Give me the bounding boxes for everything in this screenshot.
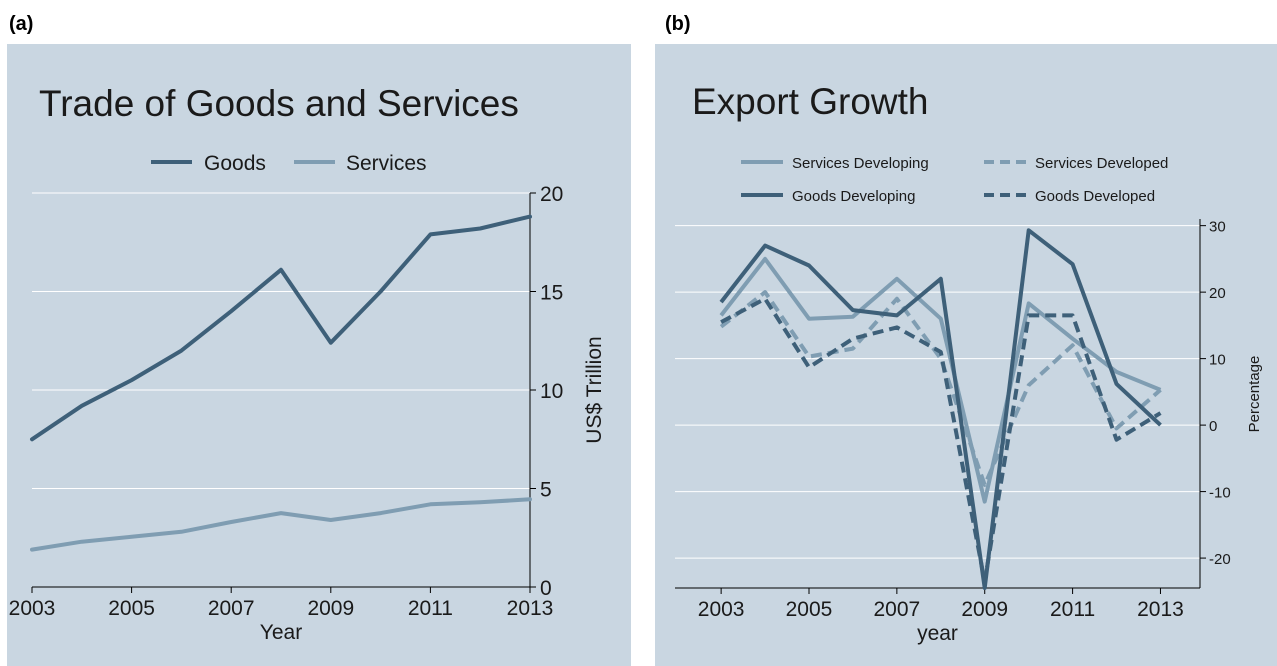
chart-title: Export Growth xyxy=(692,81,928,122)
y-tick-label: 30 xyxy=(1209,219,1226,236)
series-line-services-developed xyxy=(719,290,1162,487)
x-axis-label: year xyxy=(917,622,958,645)
x-tick-label: 2011 xyxy=(408,597,453,620)
legend-label-services-developing: Services Developing xyxy=(792,155,929,172)
y-tick-label: 10 xyxy=(540,380,563,403)
legend-label-goods-developed: Goods Developed xyxy=(1035,188,1155,205)
x-tick-label: 2005 xyxy=(108,597,155,620)
y-tick-label: 10 xyxy=(1209,352,1226,369)
y-tick-label: 5 xyxy=(540,479,552,502)
y-axis-label: US$ Trillion xyxy=(583,336,606,443)
x-tick-label: 2007 xyxy=(874,598,921,621)
x-tick-label: 2009 xyxy=(961,598,1008,621)
y-tick-label: 0 xyxy=(1209,418,1217,435)
y-tick-label: -20 xyxy=(1209,551,1231,568)
y-tick-label: 20 xyxy=(1209,285,1226,302)
y-tick-label: 0 xyxy=(540,577,552,600)
legend-label-goods-developing: Goods Developing xyxy=(792,188,915,205)
series-line-goods xyxy=(30,214,532,442)
x-tick-label: 2011 xyxy=(1050,598,1095,621)
legend-label-services: Services xyxy=(346,152,427,175)
y-tick-label: -10 xyxy=(1209,485,1231,502)
chart-title: Trade of Goods and Services xyxy=(39,83,519,124)
x-tick-label: 2003 xyxy=(698,598,745,621)
series-line-goods-developing xyxy=(719,228,1162,590)
y-tick-label: 20 xyxy=(540,183,563,206)
x-tick-label: 2003 xyxy=(9,597,56,620)
x-tick-label: 2013 xyxy=(1137,598,1184,621)
legend-label-goods: Goods xyxy=(204,152,266,175)
legend-label-services-developed: Services Developed xyxy=(1035,155,1168,172)
chart-b-svg: Export Growth Services Developing Services… xyxy=(675,81,1263,645)
y-tick-label: 15 xyxy=(540,282,563,305)
x-tick-label: 2009 xyxy=(307,597,354,620)
series-line-services-developing xyxy=(719,256,1162,504)
x-tick-label: 2007 xyxy=(208,597,255,620)
x-tick-label: 2005 xyxy=(786,598,833,621)
x-tick-label: 2013 xyxy=(507,597,554,620)
y-axis-label: Percentage xyxy=(1246,356,1263,433)
chart-panel-a: Trade of Goods and Services Goods Services… xyxy=(7,44,631,666)
chart-panel-b: Export Growth Services Developing Services… xyxy=(655,44,1277,666)
panel-a-label: (a) xyxy=(9,13,34,35)
panel-b-label: (b) xyxy=(665,13,691,35)
x-axis-label: Year xyxy=(260,621,302,644)
series-line-goods-developed xyxy=(720,296,1162,584)
series-line-services xyxy=(30,497,532,552)
chart-a-svg: Trade of Goods and Services Goods Services… xyxy=(9,83,606,644)
